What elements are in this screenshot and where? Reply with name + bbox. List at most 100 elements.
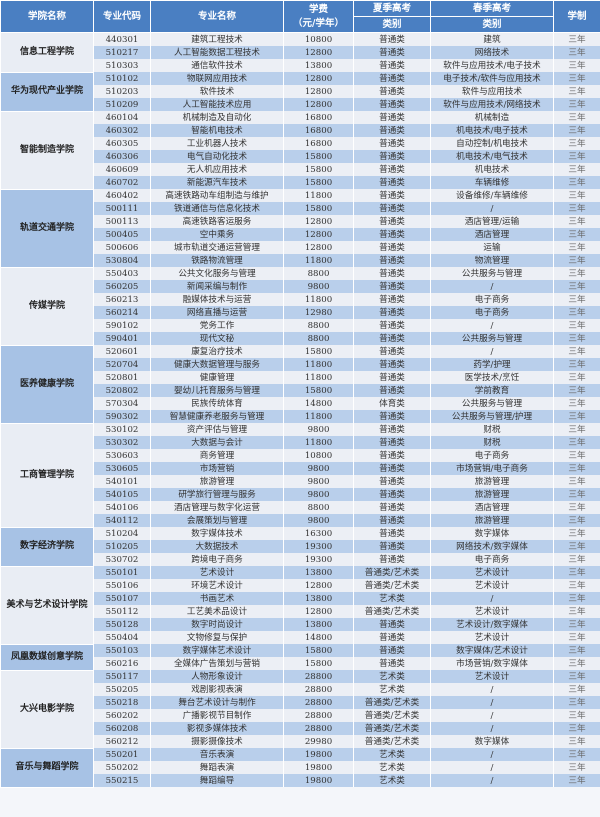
college-name: 数字经济学院 bbox=[0, 527, 94, 567]
study-years: 三年 bbox=[553, 111, 600, 124]
tuition-fee: 11800 bbox=[283, 189, 354, 202]
major-name: 旅游管理 bbox=[150, 475, 284, 488]
summer-category: 普通类 bbox=[353, 176, 431, 189]
table-row: 530302 大数据与会计 11800 普通类 财税 三年 bbox=[1, 436, 600, 449]
major-code: 530102 bbox=[93, 423, 151, 436]
college-name: 医养健康学院 bbox=[0, 345, 94, 424]
study-years: 三年 bbox=[553, 137, 600, 150]
major-code: 550112 bbox=[93, 605, 151, 618]
summer-category: 普通类 bbox=[353, 462, 431, 475]
table-row: 560205 新闻采编与制作 9800 普通类 / 三年 bbox=[1, 280, 600, 293]
major-name: 网络直播与运营 bbox=[150, 306, 284, 319]
tuition-fee: 16800 bbox=[283, 111, 354, 124]
major-code: 540112 bbox=[93, 514, 151, 527]
college-name: 凤凰数媒创意学院 bbox=[0, 644, 94, 671]
study-years: 三年 bbox=[553, 657, 600, 670]
tuition-fee: 12800 bbox=[283, 72, 354, 85]
major-code: 460609 bbox=[93, 163, 151, 176]
table-row: 560214 网络直播与运营 12980 普通类 电子商务 三年 bbox=[1, 306, 600, 319]
spring-category: 学前教育 bbox=[430, 384, 554, 397]
summer-category: 普通类 bbox=[353, 215, 431, 228]
tuition-fee: 13800 bbox=[283, 618, 354, 631]
table-row: 美术与艺术设计学院 550101 艺术设计 13800 普通类/艺术类 艺术设计 三年 bbox=[0, 566, 600, 645]
study-years: 三年 bbox=[553, 735, 600, 748]
tuition-fee: 11800 bbox=[283, 254, 354, 267]
tuition-fee: 16300 bbox=[283, 527, 354, 540]
major-code: 460702 bbox=[93, 176, 151, 189]
table-row: 530804 铁路物流管理 11800 普通类 物流管理 三年 bbox=[1, 254, 600, 267]
spring-category: 公共服务与管理 bbox=[430, 397, 554, 410]
summer-category: 普通类/艺术类 bbox=[353, 696, 431, 709]
spring-category: 软件与应用技术/网络技术 bbox=[430, 98, 554, 111]
study-years: 三年 bbox=[553, 46, 600, 59]
summer-category: 普通类 bbox=[353, 332, 431, 345]
major-name: 新闻采编与制作 bbox=[150, 280, 284, 293]
summer-category: 普通类 bbox=[353, 202, 431, 215]
major-name: 环境艺术设计 bbox=[150, 579, 284, 592]
summer-category: 普通类 bbox=[353, 137, 431, 150]
summer-category: 普通类 bbox=[353, 59, 431, 72]
summer-category: 普通类/艺术类 bbox=[353, 605, 431, 618]
table-row: 550202 舞蹈表演 19800 艺术类 / 三年 bbox=[1, 761, 600, 774]
major-name: 书画艺术 bbox=[150, 592, 284, 605]
major-code: 550106 bbox=[93, 579, 151, 592]
header-fee-line1: 学费 bbox=[308, 3, 328, 15]
study-years: 三年 bbox=[553, 748, 600, 761]
spring-category: 酒店管理 bbox=[430, 501, 554, 514]
study-years: 三年 bbox=[553, 150, 600, 163]
summer-category: 普通类 bbox=[353, 293, 431, 306]
spring-category: 机械制造 bbox=[430, 111, 554, 124]
study-years: 三年 bbox=[553, 293, 600, 306]
table-row: 590302 智慧健康养老服务与管理 11800 普通类 公共服务与管理/护理 三年 bbox=[1, 410, 600, 423]
summer-category: 普通类 bbox=[353, 475, 431, 488]
major-code: 510205 bbox=[93, 540, 151, 553]
major-code: 550101 bbox=[93, 566, 151, 579]
major-name: 大数据与会计 bbox=[150, 436, 284, 449]
table-row: 华为现代产业学院 510102 物联网应用技术 12800 普通类 电子技术/软件与应用技… bbox=[0, 72, 600, 112]
summer-category: 普通类 bbox=[353, 319, 431, 332]
major-name: 人工智能技术应用 bbox=[150, 98, 284, 111]
summer-category: 艺术类 bbox=[353, 683, 431, 696]
table-row: 460305 工业机器人技术 16800 普通类 自动控制/机电技术 三年 bbox=[1, 137, 600, 150]
major-name: 新能源汽车技术 bbox=[150, 176, 284, 189]
major-name: 音乐表演 bbox=[150, 748, 284, 761]
study-years: 三年 bbox=[553, 683, 600, 696]
table-row: 460609 无人机应用技术 15800 普通类 机电技术 三年 bbox=[1, 163, 600, 176]
study-years: 三年 bbox=[553, 709, 600, 722]
major-code: 530804 bbox=[93, 254, 151, 267]
major-code: 520704 bbox=[93, 358, 151, 371]
summer-category: 普通类 bbox=[353, 189, 431, 202]
summer-category: 体育类 bbox=[353, 397, 431, 410]
summer-category: 普通类 bbox=[353, 410, 431, 423]
spring-category: 物流管理 bbox=[430, 254, 554, 267]
summer-category: 普通类 bbox=[353, 423, 431, 436]
summer-category: 普通类 bbox=[353, 501, 431, 514]
major-name: 融媒体技术与运营 bbox=[150, 293, 284, 306]
summer-category: 普通类 bbox=[353, 618, 431, 631]
major-code: 530702 bbox=[93, 553, 151, 566]
spring-category: 艺术设计 bbox=[430, 631, 554, 644]
summer-category: 普通类 bbox=[353, 163, 431, 176]
spring-category: 艺术设计 bbox=[430, 566, 554, 579]
table-row: 500606 城市轨道交通运营管理 12800 普通类 运输 三年 bbox=[1, 241, 600, 254]
college-name: 轨道交通学院 bbox=[0, 189, 94, 268]
summer-category: 普通类/艺术类 bbox=[353, 735, 431, 748]
tuition-fee: 14800 bbox=[283, 397, 354, 410]
major-name: 党务工作 bbox=[150, 319, 284, 332]
tuition-fee: 8800 bbox=[283, 319, 354, 332]
spring-category: 运输 bbox=[430, 241, 554, 254]
summer-category: 普通类/艺术类 bbox=[353, 579, 431, 592]
college-name: 大兴电影学院 bbox=[0, 670, 94, 749]
major-name: 研学旅行管理与服务 bbox=[150, 488, 284, 501]
summer-category: 普通类 bbox=[353, 384, 431, 397]
tuition-fee: 11800 bbox=[283, 410, 354, 423]
major-code: 590401 bbox=[93, 332, 151, 345]
major-name: 戏剧影视表演 bbox=[150, 683, 284, 696]
major-code: 530605 bbox=[93, 462, 151, 475]
table-row: 500111 铁道通信与信息化技术 15800 普通类 / 三年 bbox=[1, 202, 600, 215]
major-name: 现代文秘 bbox=[150, 332, 284, 345]
study-years: 三年 bbox=[553, 618, 600, 631]
major-name: 物联网应用技术 bbox=[150, 72, 284, 85]
major-code: 560202 bbox=[93, 709, 151, 722]
spring-category: 艺术设计/数字媒体 bbox=[430, 618, 554, 631]
